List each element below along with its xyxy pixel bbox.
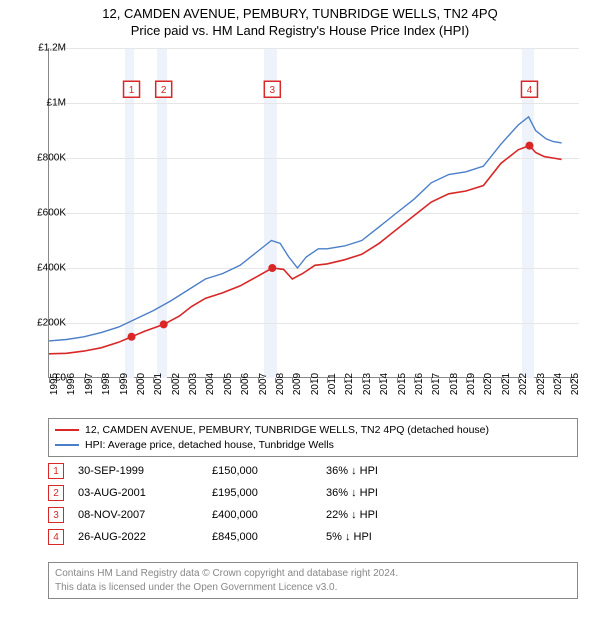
sale-date: 08-NOV-2007 (78, 509, 198, 521)
x-tick-label: 2010 (310, 373, 321, 395)
x-tick-label: 2002 (171, 373, 182, 395)
sale-number-box: 1 (48, 463, 64, 479)
x-tick-label: 2014 (379, 373, 390, 395)
x-tick-label: 1999 (119, 373, 130, 395)
x-tick-label: 2007 (258, 373, 269, 395)
sales-table-row: 4 26-AUG-2022 £845,000 5% ↓ HPI (48, 526, 578, 548)
sale-number-box: 2 (48, 485, 64, 501)
sale-price: £150,000 (212, 465, 312, 477)
sale-delta-vs-hpi: 5% ↓ HPI (326, 531, 446, 543)
x-tick-label: 2017 (431, 373, 442, 395)
legend-label: HPI: Average price, detached house, Tunb… (85, 438, 334, 453)
y-tick-label: £0 (55, 373, 66, 384)
y-tick-label: £600K (37, 208, 66, 219)
sale-number-box: 3 (48, 507, 64, 523)
sale-date: 03-AUG-2001 (78, 487, 198, 499)
x-tick-label: 2020 (483, 373, 494, 395)
sale-number-label: 3 (270, 85, 276, 96)
footer-line: This data is licensed under the Open Gov… (55, 581, 571, 595)
x-tick-label: 1998 (101, 373, 112, 395)
x-tick-label: 2015 (397, 373, 408, 395)
x-tick-label: 2004 (205, 373, 216, 395)
x-tick-label: 2005 (223, 373, 234, 395)
footer-line: Contains HM Land Registry data © Crown c… (55, 567, 571, 581)
sale-number-label: 1 (129, 85, 135, 96)
x-tick-label: 2003 (188, 373, 199, 395)
sale-delta-vs-hpi: 22% ↓ HPI (326, 509, 446, 521)
sale-price: £845,000 (212, 531, 312, 543)
sale-delta-vs-hpi: 36% ↓ HPI (326, 465, 446, 477)
y-tick-label: £1.2M (38, 43, 66, 54)
x-tick-label: 2001 (153, 373, 164, 395)
y-tick-label: £400K (37, 263, 66, 274)
sale-date: 30-SEP-1999 (78, 465, 198, 477)
sale-delta-vs-hpi: 36% ↓ HPI (326, 487, 446, 499)
plot-svg: 1 2 3 4 (49, 48, 579, 378)
x-tick-label: 2008 (275, 373, 286, 395)
footer-box: Contains HM Land Registry data © Crown c… (48, 562, 578, 599)
sales-table: 1 30-SEP-1999 £150,000 36% ↓ HPI 2 03-AUG-200… (48, 460, 578, 548)
sale-price: £195,000 (212, 487, 312, 499)
x-tick-label: 2011 (327, 373, 338, 395)
legend-swatch-property (55, 429, 79, 431)
y-tick-label: £800K (37, 153, 66, 164)
title-address: 12, CAMDEN AVENUE, PEMBURY, TUNBRIDGE WE… (10, 6, 590, 23)
x-tick-label: 2024 (553, 373, 564, 395)
x-tick-label: 2013 (362, 373, 373, 395)
x-tick-label: 2006 (240, 373, 251, 395)
legend-box: 12, CAMDEN AVENUE, PEMBURY, TUNBRIDGE WE… (48, 418, 578, 457)
chart-container: 12, CAMDEN AVENUE, PEMBURY, TUNBRIDGE WE… (0, 0, 600, 620)
sales-table-row: 2 03-AUG-2001 £195,000 36% ↓ HPI (48, 482, 578, 504)
sale-point-marker (160, 320, 168, 328)
y-tick-label: £1M (47, 98, 66, 109)
x-tick-label: 2000 (136, 373, 147, 395)
x-tick-label: 2025 (570, 373, 581, 395)
x-tick-label: 2021 (501, 373, 512, 395)
legend-swatch-hpi (55, 444, 79, 446)
x-tick-label: 2023 (536, 373, 547, 395)
title-block: 12, CAMDEN AVENUE, PEMBURY, TUNBRIDGE WE… (0, 0, 600, 42)
x-tick-label: 2016 (414, 373, 425, 395)
title-subtitle: Price paid vs. HM Land Registry's House … (10, 23, 590, 40)
sales-table-row: 3 08-NOV-2007 £400,000 22% ↓ HPI (48, 504, 578, 526)
sale-price: £400,000 (212, 509, 312, 521)
sale-date: 26-AUG-2022 (78, 531, 198, 543)
y-tick-label: £200K (37, 318, 66, 329)
x-tick-label: 2022 (518, 373, 529, 395)
series-line (49, 117, 562, 341)
legend-label: 12, CAMDEN AVENUE, PEMBURY, TUNBRIDGE WE… (85, 423, 489, 438)
x-tick-label: 2018 (449, 373, 460, 395)
x-tick-label: 2012 (344, 373, 355, 395)
sales-table-row: 1 30-SEP-1999 £150,000 36% ↓ HPI (48, 460, 578, 482)
legend-row: 12, CAMDEN AVENUE, PEMBURY, TUNBRIDGE WE… (55, 423, 571, 438)
series-line (49, 146, 562, 354)
x-tick-label: 2019 (466, 373, 477, 395)
sale-point-marker (128, 333, 136, 341)
chart-plot-area: 1234 19951996199719981999200020012002200… (48, 48, 578, 378)
sale-number-label: 4 (527, 85, 533, 96)
sale-number-box: 4 (48, 529, 64, 545)
x-tick-label: 2009 (292, 373, 303, 395)
sale-number-label: 2 (161, 85, 167, 96)
x-tick-label: 1996 (66, 373, 77, 395)
legend-row: HPI: Average price, detached house, Tunb… (55, 438, 571, 453)
x-tick-label: 1997 (84, 373, 95, 395)
sale-point-marker (525, 142, 533, 150)
sale-point-marker (268, 264, 276, 272)
